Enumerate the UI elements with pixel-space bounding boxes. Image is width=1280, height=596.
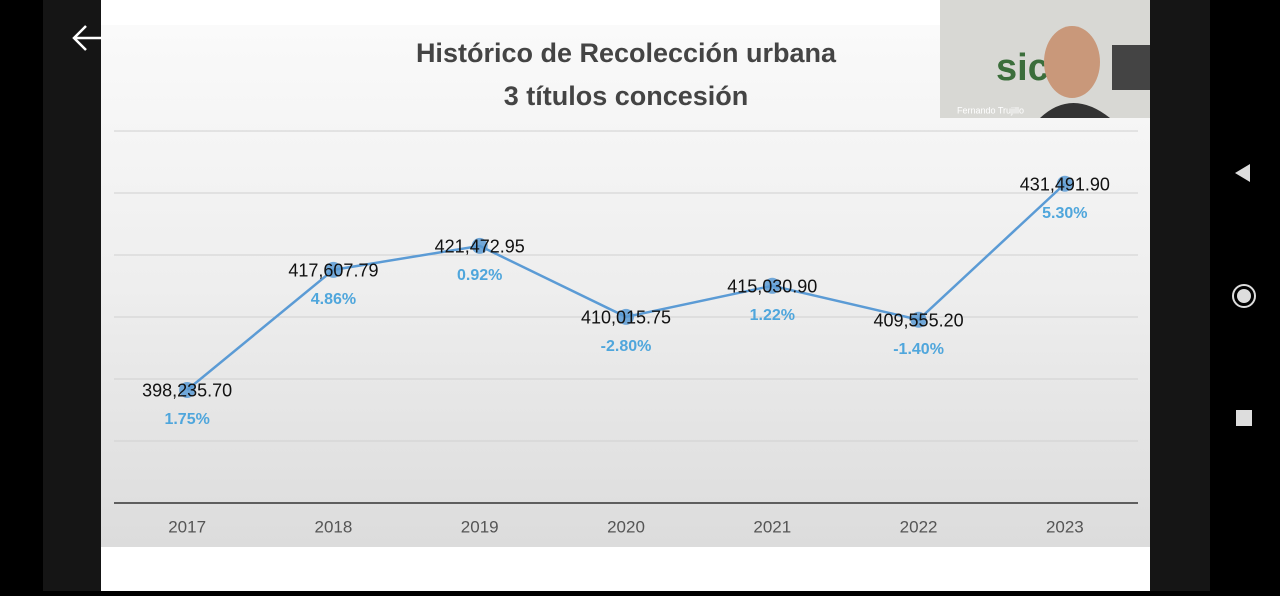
nav-back[interactable] — [1235, 164, 1250, 182]
participant-name: Fernando Trujillo — [957, 105, 1024, 115]
point — [764, 277, 781, 294]
nav-home-dot — [1237, 289, 1251, 303]
face — [1044, 26, 1100, 98]
value-label: 415,030.90 — [727, 277, 817, 297]
change-label: -2.80% — [601, 338, 652, 355]
x-tick-label: 2019 — [461, 517, 499, 536]
chart-subtitle: 3 títulos concesión — [504, 81, 749, 111]
change-label: 0.92% — [457, 267, 502, 284]
value-label: 410,015.75 — [581, 308, 671, 328]
change-label: 5.30% — [1042, 205, 1087, 222]
chart-title: Histórico de Recolección urbana — [416, 38, 837, 68]
x-tick-label: 2021 — [753, 517, 791, 536]
point — [618, 308, 634, 325]
value-label: 398,235.70 — [142, 381, 232, 401]
x-tick-label: 2023 — [1046, 517, 1084, 536]
change-label: 4.86% — [311, 291, 356, 308]
change-label: 1.75% — [164, 411, 209, 428]
webcam: sic Fernando Trujillo — [940, 0, 1150, 118]
nav-home[interactable] — [1232, 284, 1256, 308]
change-label: -1.40% — [893, 341, 944, 358]
x-tick-label: 2020 — [607, 517, 645, 536]
x-tick-label: 2018 — [315, 517, 353, 536]
logo: sic — [996, 47, 1049, 89]
change-label: 1.22% — [750, 307, 795, 324]
point — [325, 261, 342, 278]
value-label: 417,607.79 — [288, 261, 378, 281]
value-label: 421,472.95 — [435, 237, 525, 257]
value-label: 409,555.20 — [874, 311, 964, 331]
point — [179, 381, 196, 398]
x-tick-label: 2022 — [900, 517, 938, 536]
frame-picture — [1112, 45, 1150, 90]
x-tick-label: 2017 — [168, 517, 206, 536]
back-button[interactable] — [72, 25, 102, 51]
shoulders — [1040, 103, 1110, 118]
point — [1056, 175, 1073, 192]
value-label: 431,491.90 — [1020, 175, 1110, 195]
point — [471, 237, 488, 254]
nav-recent[interactable] — [1236, 410, 1252, 426]
point — [910, 311, 927, 328]
